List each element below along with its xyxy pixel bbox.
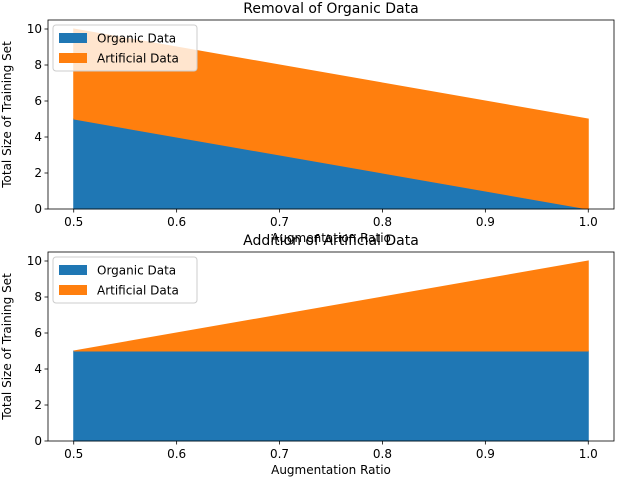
x-tick-label: 1.0	[579, 447, 598, 461]
y-tick-label: 2	[34, 398, 42, 412]
y-tick-label: 8	[34, 58, 42, 72]
x-tick-label: 0.9	[476, 215, 495, 229]
y-tick-label: 4	[34, 130, 42, 144]
legend: Organic Data Artificial Data	[52, 24, 198, 72]
y-tick-label: 2	[34, 166, 42, 180]
subplot-2: 0.5 0.6 0.7 0.8 0.9 1.0 0 2 4 6 8 10 Augmentation Ra…	[0, 233, 615, 477]
plot-frame	[47, 251, 615, 442]
legend-swatch	[59, 33, 87, 43]
chart-title: Addition of Artificial Data	[243, 233, 419, 249]
y-tick-label: 6	[34, 326, 42, 340]
y-tick-label: 4	[34, 362, 42, 376]
legend-label: Organic Data	[97, 32, 176, 46]
legend-label: Artificial Data	[97, 52, 179, 66]
x-tick-label: 0.7	[270, 447, 289, 461]
x-tick-label: 0.6	[167, 447, 186, 461]
area-series-1	[73, 350, 589, 442]
x-tick-label: 0.5	[64, 447, 83, 461]
y-tick-label: 10	[27, 254, 42, 268]
y-tick-label: 6	[34, 94, 42, 108]
x-tick-label: 0.8	[373, 447, 392, 461]
y-tick-label: 8	[34, 290, 42, 304]
y-axis-label: Total Size of Training Set	[0, 41, 14, 189]
x-tick-label: 0.5	[64, 215, 83, 229]
legend-swatch	[59, 265, 87, 275]
subplot-1: 0.5 0.6 0.7 0.8 0.9 1.0 0 2 4 6 8 10 Augmentation Ra…	[0, 1, 615, 245]
legend-box	[52, 24, 198, 72]
legend-label: Artificial Data	[97, 284, 179, 298]
chart-title: Removal of Organic Data	[243, 1, 418, 17]
plot-frame	[47, 19, 615, 210]
x-tick-label: 0.6	[167, 215, 186, 229]
legend-label: Organic Data	[97, 264, 176, 278]
area-series-2	[73, 260, 589, 352]
legend-box	[52, 256, 198, 304]
legend-swatch	[59, 285, 87, 295]
y-tick-label: 10	[27, 22, 42, 36]
y-axis-label: Total Size of Training Set	[0, 273, 14, 421]
x-axis-label: Augmentation Ratio	[271, 463, 391, 477]
y-tick-label: 0	[34, 202, 42, 216]
x-tick-label: 0.8	[373, 215, 392, 229]
legend-swatch	[59, 53, 87, 63]
x-axis-label: Augmentation Ratio	[271, 231, 391, 245]
x-tick-label: 0.9	[476, 447, 495, 461]
x-tick-label: 0.7	[270, 215, 289, 229]
x-tick-label: 1.0	[579, 215, 598, 229]
y-tick-label: 0	[34, 434, 42, 448]
legend: Organic Data Artificial Data	[52, 256, 198, 304]
